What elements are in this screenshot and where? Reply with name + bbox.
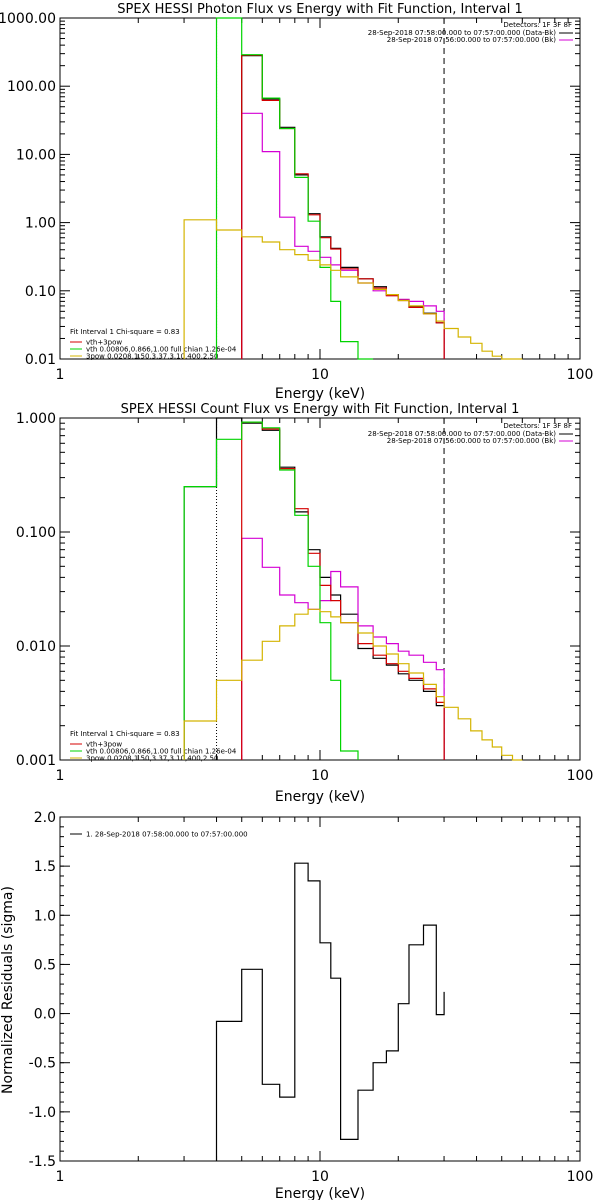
legend-entry-label: vth+3pow: [86, 339, 122, 347]
y-tick-label: 0.01: [25, 352, 56, 368]
axis-ticks: 1 10 100 -1.5 -1.0 -0.5 0.0 0.5 1.0 1.5 2.0: [29, 810, 594, 1185]
series-data-bk: [183, 417, 445, 760]
x-axis-label: Energy (keV): [275, 1186, 365, 1200]
x-tick-label: 10: [311, 1169, 329, 1185]
y-tick-label: 1.0: [34, 908, 56, 924]
y-tick-label: 0.5: [34, 957, 56, 973]
y-axis-label: Normalized Residuals (sigma): [0, 886, 16, 1094]
y-tick-label: 0.10: [25, 284, 56, 300]
series-layer: [183, 417, 523, 761]
series-layer: [215, 862, 445, 1161]
series-vth-3pow: [241, 421, 445, 760]
legend-entry-label: 28-Sep-2018 07:56:00.000 to 07:57:00.000…: [387, 437, 557, 445]
y-tick-label: 0.001: [16, 753, 56, 769]
x-tick-label: 100: [567, 367, 594, 383]
chart-title: SPEX HESSI Count Flux vs Energy with Fit…: [121, 402, 520, 417]
fit-info-label: Fit Interval 1 Chi-square = 0.83: [70, 730, 180, 738]
axis-ticks: 1 10 100 0.001 0.010 0.100 1.000: [16, 411, 593, 784]
series-layer: [183, 17, 523, 360]
legend-entry-label: 1. 28-Sep-2018 07:58:00.000 to 07:57:00.…: [86, 831, 248, 839]
y-tick-label: 100.00: [7, 79, 56, 95]
legend-entry-label: 3pow 0.0208,1.50,3.37,3.10,400,2.50: [86, 353, 218, 361]
x-tick-label: 10: [311, 768, 329, 784]
y-tick-label: -0.5: [29, 1056, 56, 1072]
residuals-panel: Energy (keV) Normalized Residuals (sigma…: [0, 810, 593, 1200]
series-vth: [183, 421, 359, 760]
x-axis-label: Energy (keV): [275, 386, 365, 402]
series-vth-3pow: [241, 54, 445, 359]
legend-entry-label: 28-Sep-2018 07:58:00.000 to 07:57:00.000…: [368, 29, 557, 37]
y-tick-label: 0.0: [34, 1007, 56, 1023]
series-1-28-sep-2018-07-58-00-000-to-07-57-00-000: [215, 862, 445, 1161]
y-tick-label: 1.00: [25, 216, 56, 232]
x-tick-label: 100: [567, 768, 594, 784]
photon-flux-panel: SPEX HESSI Photon Flux vs Energy with Fi…: [0, 2, 593, 402]
detectors-label: Detectors: 1F 3F 8F: [503, 422, 572, 430]
x-tick-label: 100: [567, 1169, 594, 1185]
legend-entry-label: 28-Sep-2018 07:56:00.000 to 07:57:00.000…: [387, 36, 557, 44]
legend-entry-label: vth+3pow: [86, 741, 122, 749]
series-bk: [241, 112, 445, 359]
y-tick-label: 0.100: [16, 525, 56, 541]
series-3pow: [183, 219, 523, 360]
y-tick-label: -1.0: [29, 1105, 56, 1121]
y-tick-label: 0.010: [16, 639, 56, 655]
legend: 1. 28-Sep-2018 07:58:00.000 to 07:57:00.…: [70, 831, 248, 839]
y-tick-label: 1000.00: [0, 11, 56, 27]
count-flux-panel: SPEX HESSI Count Flux vs Energy with Fit…: [16, 402, 593, 805]
plot-frame: [59, 816, 581, 1162]
series-data-bk: [241, 55, 445, 359]
x-axis-label: Energy (keV): [275, 789, 365, 805]
series-vth: [215, 17, 374, 360]
legend-entry-label: vth 0.00806,0.866,1.00 full chian 1.26e-…: [86, 346, 237, 354]
legend-right: 28-Sep-2018 07:58:00.000 to 07:57:00.000…: [368, 29, 573, 44]
x-tick-label: 10: [311, 367, 329, 383]
y-tick-label: 1.000: [16, 411, 56, 427]
legend-right: 28-Sep-2018 07:58:00.000 to 07:57:00.000…: [368, 430, 573, 445]
fit-info-label: Fit Interval 1 Chi-square = 0.83: [70, 328, 180, 336]
plot-frame: [59, 17, 581, 360]
x-tick-label: 1: [56, 367, 65, 383]
y-tick-label: 2.0: [34, 810, 56, 826]
series-3pow: [183, 608, 523, 761]
y-tick-label: 1.5: [34, 859, 56, 875]
y-tick-label: -1.5: [29, 1154, 56, 1170]
detectors-label: Detectors: 1F 3F 8F: [503, 21, 572, 29]
legend-entry-label: vth 0.00806,0.866,1.00 full chian 1.26e-…: [86, 748, 237, 756]
x-tick-label: 1: [56, 1169, 65, 1185]
legend-entry-label: 3pow 0.0208,1.50,3.37,3.10,400,2.50: [86, 755, 218, 763]
series-bk: [241, 537, 445, 760]
x-tick-label: 1: [56, 768, 65, 784]
chart-title: SPEX HESSI Photon Flux vs Energy with Fi…: [117, 2, 523, 17]
legend-entry-label: 28-Sep-2018 07:58:00.000 to 07:57:00.000…: [368, 430, 557, 438]
y-tick-label: 10.00: [16, 147, 56, 163]
